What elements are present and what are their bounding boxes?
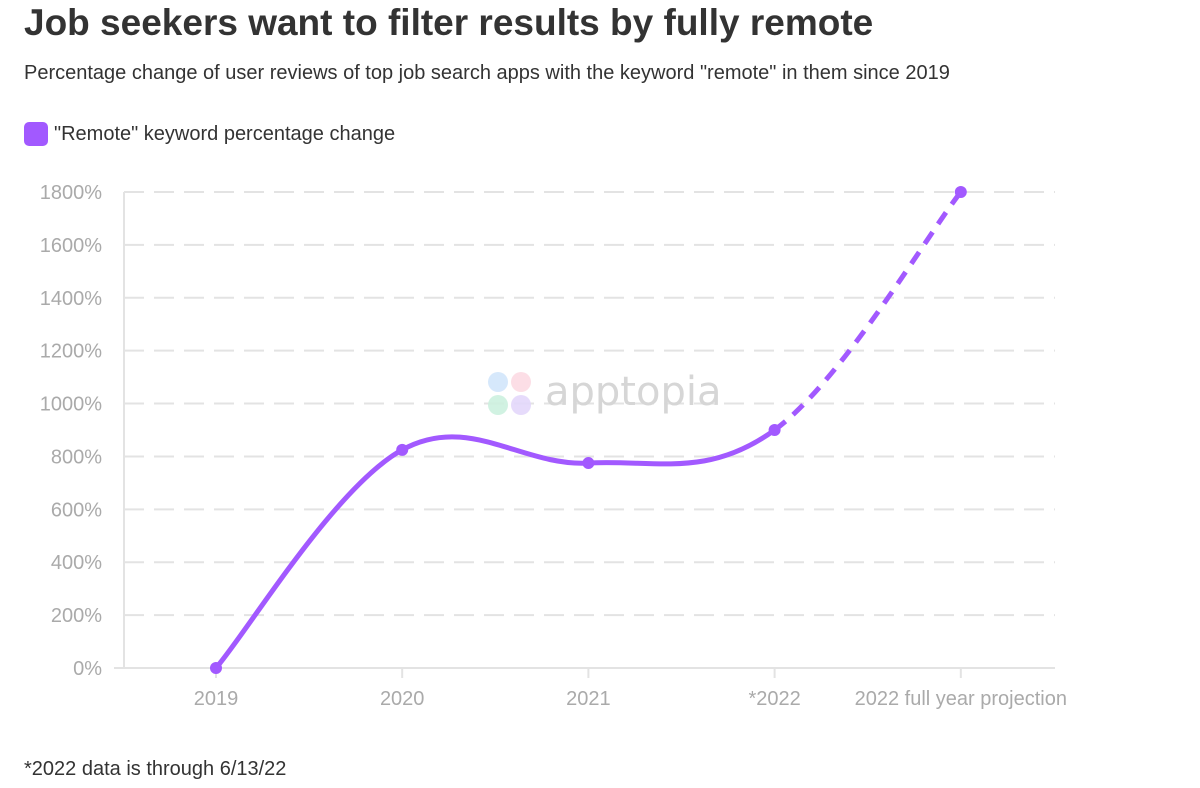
logo-petal (511, 372, 531, 392)
data-point (582, 457, 595, 470)
data-point (210, 662, 222, 674)
x-tick-label: 2019 (194, 688, 239, 710)
logo-petal (488, 372, 508, 392)
footnote: *2022 data is through 6/13/22 (24, 758, 287, 780)
data-point (768, 424, 781, 436)
series-line-solid (213, 427, 778, 671)
x-tick-label: 2020 (380, 688, 425, 710)
y-tick-label: 800% (51, 446, 102, 468)
legend-swatch (24, 122, 48, 146)
y-tick-label: 1400% (40, 288, 102, 310)
data-point (396, 443, 409, 456)
chart-subtitle: Percentage change of user reviews of top… (24, 62, 950, 84)
legend: "Remote" keyword percentage change (24, 122, 395, 146)
chart-title: Job seekers want to filter results by fu… (24, 2, 874, 43)
y-tick-label: 200% (51, 605, 102, 627)
y-tick-label: 0% (73, 658, 102, 680)
data-point (954, 186, 967, 198)
y-tick-label: 1800% (40, 182, 102, 204)
legend-label: "Remote" keyword percentage change (54, 122, 396, 145)
x-tick-label: *2022 (748, 688, 800, 710)
x-tick-label: 2021 (566, 688, 611, 710)
logo-petal (511, 395, 531, 415)
y-tick-label: 1000% (40, 394, 102, 416)
y-tick-label: 600% (51, 499, 102, 521)
x-tick-label: 2022 full year projection (855, 688, 1067, 710)
y-tick-label: 1600% (40, 235, 102, 257)
logo-petal (488, 395, 508, 415)
watermark-text: apptopia (545, 369, 721, 415)
y-tick-label: 1200% (40, 341, 102, 363)
watermark-logo (488, 372, 531, 415)
series-line-projection (773, 190, 963, 433)
y-tick-label: 400% (51, 552, 102, 574)
